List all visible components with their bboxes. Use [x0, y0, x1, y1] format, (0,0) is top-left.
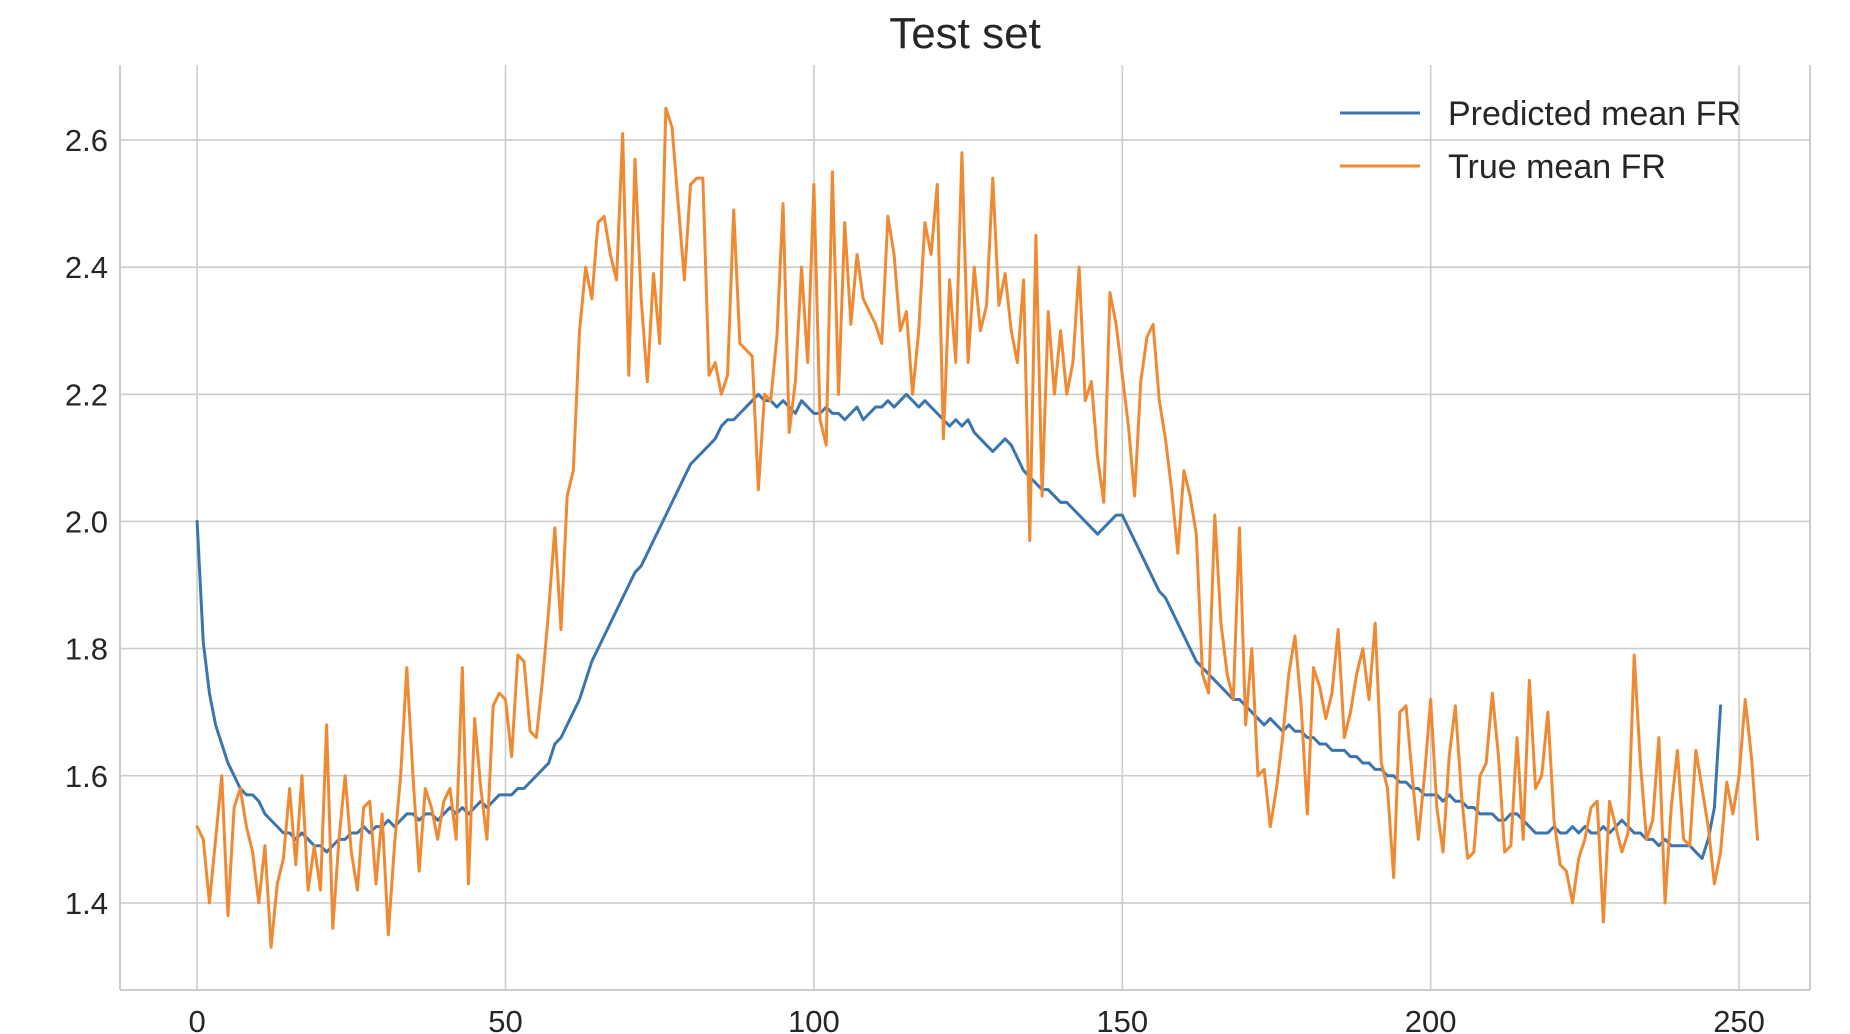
y-tick-label: 2.0: [65, 504, 108, 539]
legend-label-true: True mean FR: [1448, 148, 1666, 186]
y-tick-label: 1.8: [65, 632, 108, 667]
x-tick-label: 0: [188, 1004, 205, 1034]
axes-spines: [119, 65, 1811, 991]
x-tick-labels: 0 50 100 150 200 250: [188, 1004, 1764, 1034]
x-tick-label: 250: [1713, 1004, 1765, 1034]
x-tick-label: 200: [1405, 1004, 1457, 1034]
y-tick-label: 2.2: [65, 377, 108, 412]
x-tick-label: 50: [488, 1004, 522, 1034]
series-line-true: [195, 106, 1760, 949]
y-tick-labels: 1.4 1.6 1.8 2.0 2.2 2.4 2.6: [65, 123, 108, 921]
x-tick-label: 100: [788, 1004, 840, 1034]
y-tick-label: 2.6: [65, 123, 108, 158]
y-tick-label: 2.4: [65, 250, 108, 285]
legend-label-predicted: Predicted mean FR: [1448, 95, 1741, 133]
y-tick-label: 1.4: [65, 886, 108, 921]
y-tick-label: 1.6: [65, 759, 108, 794]
x-tick-label: 150: [1096, 1004, 1148, 1034]
chart-title: Test set: [889, 9, 1041, 58]
series-lines: [195, 106, 1760, 949]
legend: Predicted mean FR True mean FR: [1340, 95, 1741, 186]
